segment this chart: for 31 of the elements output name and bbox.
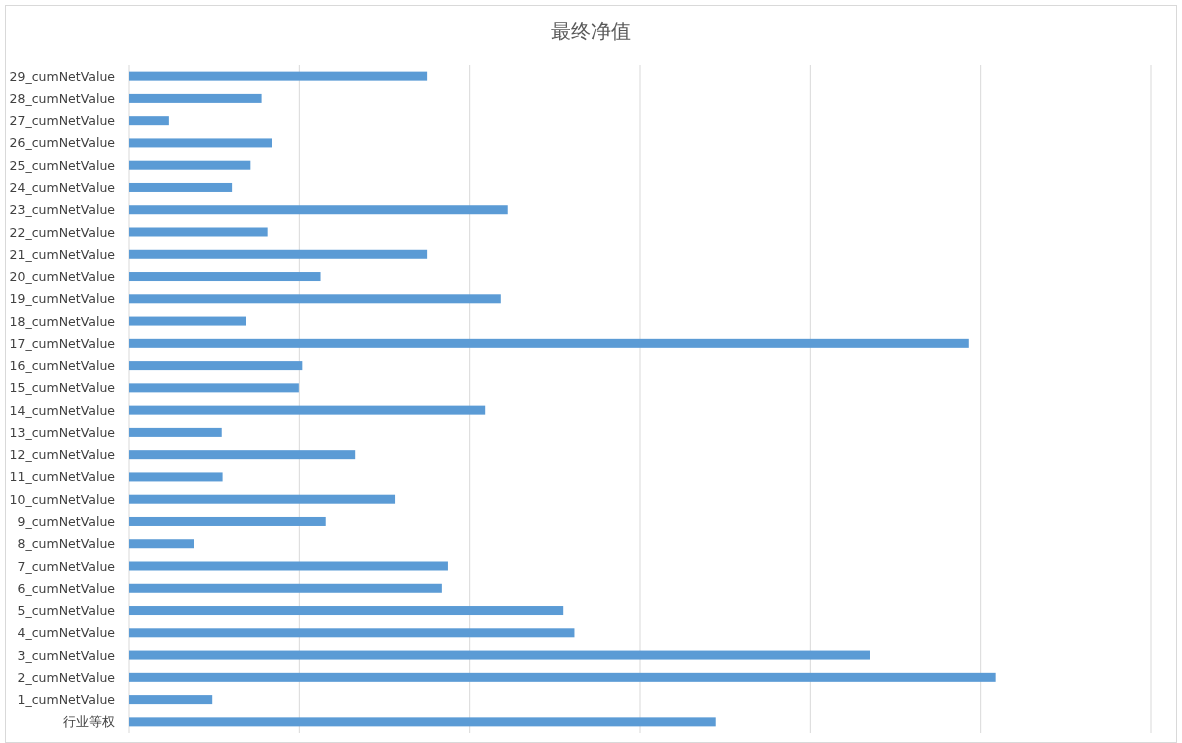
category-label: 14_cumNetValue [9, 402, 115, 418]
category-label: 7_cumNetValue [17, 558, 115, 574]
category-label: 19_cumNetValue [9, 291, 115, 307]
category-label: 2_cumNetValue [17, 669, 115, 685]
category-label: 28_cumNetValue [9, 90, 115, 106]
category-label: 22_cumNetValue [9, 224, 115, 240]
category-label: 17_cumNetValue [9, 335, 115, 351]
category-label: 4_cumNetValue [17, 625, 115, 641]
category-label: 25_cumNetValue [9, 157, 115, 173]
category-label: 18_cumNetValue [9, 313, 115, 329]
category-label: 行业等权 [63, 714, 115, 730]
category-label: 9_cumNetValue [17, 513, 115, 529]
title: 最终净值 [551, 19, 631, 43]
category-label: 23_cumNetValue [9, 202, 115, 218]
category-label: 26_cumNetValue [9, 135, 115, 151]
category-label: 1_cumNetValue [17, 692, 115, 708]
category-label: 8_cumNetValue [17, 536, 115, 552]
category-label: 13_cumNetValue [9, 424, 115, 440]
category-label: 5_cumNetValue [17, 603, 115, 619]
category-label: 12_cumNetValue [9, 447, 115, 463]
category-label: 3_cumNetValue [17, 647, 115, 663]
category-label: 16_cumNetValue [9, 358, 115, 374]
category-label: 27_cumNetValue [9, 113, 115, 129]
category-label: 21_cumNetValue [9, 246, 115, 262]
category-label: 11_cumNetValue [9, 469, 115, 485]
category-label: 24_cumNetValue [9, 179, 115, 195]
category-label: 20_cumNetValue [9, 269, 115, 285]
category-label: 6_cumNetValue [17, 580, 115, 596]
category-label: 29_cumNetValue [9, 68, 115, 84]
category-label: 15_cumNetValue [9, 380, 115, 396]
category-label: 10_cumNetValue [9, 491, 115, 507]
